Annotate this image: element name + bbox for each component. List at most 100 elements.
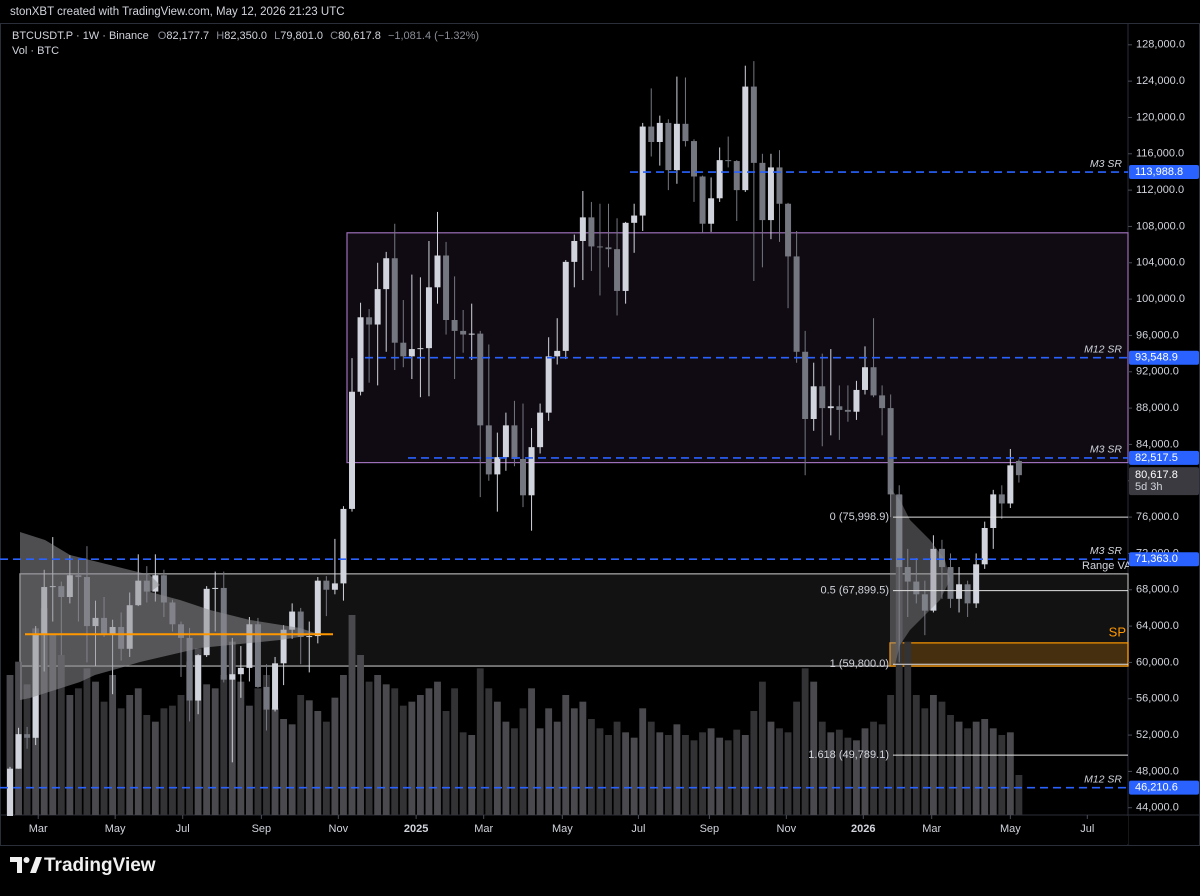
level-name: M3 SR (1090, 158, 1123, 170)
volume-bar (340, 675, 347, 815)
candle-body (964, 584, 971, 604)
candle-body (451, 320, 458, 331)
credit: stonXBT created with TradingView.com, Ma… (10, 6, 345, 18)
candle-body (297, 611, 304, 637)
fib-label: 0.5 (67,899.5) (821, 585, 890, 597)
volume-bar (408, 701, 416, 815)
volume-bar (451, 688, 459, 815)
candle-body (870, 367, 877, 396)
candle-body (614, 249, 621, 291)
volume-bar (297, 695, 305, 815)
candle-body (545, 356, 552, 413)
candle-body (682, 123, 689, 142)
candle-body (930, 548, 937, 611)
candle-body (160, 575, 167, 603)
volume-bar (553, 721, 561, 815)
candle-body (827, 406, 834, 409)
x-tick-label: Jul (1080, 823, 1094, 835)
brand: TradingView (44, 855, 156, 876)
volume-bar (733, 729, 741, 815)
candle-body (408, 349, 415, 357)
candle-body (990, 494, 997, 528)
volume-bar (776, 728, 783, 815)
volume-bar (92, 681, 99, 815)
volume-bar (758, 681, 766, 815)
open-label: O (158, 30, 167, 42)
price-tag (1129, 552, 1199, 567)
last-price-label: 80,617.8 (1135, 469, 1178, 481)
y-tick-label: 124,000.0 (1136, 75, 1185, 87)
volume-bar (399, 705, 407, 815)
y-tick-label: 100,000.0 (1136, 293, 1185, 305)
candle-body (896, 494, 903, 568)
fib-label: 0 (75,998.9) (830, 511, 889, 523)
candle-body (725, 160, 732, 162)
candle-body (366, 317, 373, 325)
candle-body (502, 425, 509, 458)
candle-body (750, 86, 757, 163)
change: −1,081.4 (−1.32%) (388, 30, 479, 42)
candle-body (254, 624, 261, 687)
candle-body (622, 222, 629, 291)
logo: TradingView (10, 855, 156, 876)
volume-bar (870, 721, 877, 815)
volume-bar (827, 732, 835, 815)
candle-body (460, 330, 467, 335)
time-axis (1, 816, 1128, 844)
candle-body (648, 126, 655, 142)
volume-bar (921, 708, 929, 815)
candle-body (810, 386, 817, 419)
volume-bar (716, 737, 724, 815)
volume-bar (741, 735, 749, 815)
volume-bar (100, 701, 108, 815)
y-tick-label: 88,000.0 (1136, 402, 1179, 414)
high-value: 82,350.0 (224, 30, 267, 42)
candle-body (998, 494, 1005, 504)
volume-bar (587, 719, 595, 815)
volume-bar (528, 688, 535, 815)
y-tick-label: 84,000.0 (1136, 438, 1179, 450)
x-tick-label: Sep (700, 823, 720, 835)
y-tick-label: 112,000.0 (1136, 184, 1184, 196)
candle-body (537, 412, 544, 448)
volume-bar (109, 675, 117, 815)
volume-bar (245, 705, 253, 815)
volume-bar (374, 675, 382, 815)
volume-bar (801, 668, 809, 815)
volume-bar (1006, 732, 1014, 815)
x-tick-label: 2026 (851, 823, 875, 835)
candle-body (306, 636, 313, 638)
volume-bar (237, 681, 245, 815)
volume-bar (947, 715, 954, 815)
candle-body (229, 674, 236, 680)
volume-bar (177, 695, 185, 815)
volume-bar (938, 701, 946, 815)
volume-bar (639, 708, 647, 815)
candle-body (443, 255, 450, 320)
zone-label: Range VA (1082, 560, 1132, 572)
volume-bar (442, 711, 450, 815)
overlay: Range VA SP 0 (75,998.9) 0.5 (67,899.5) 1 (5… (0, 24, 1199, 844)
candle-body (656, 122, 663, 142)
close-label: C (330, 30, 338, 42)
candle-body (708, 198, 715, 224)
volume-bar (263, 675, 270, 815)
volume-profile-left (20, 532, 318, 700)
candle-body (887, 408, 894, 495)
volume-bar (288, 724, 296, 815)
volume-bar (485, 688, 493, 815)
volume-bar (211, 688, 219, 815)
volume-bar (784, 732, 792, 815)
zone (346, 232, 1129, 464)
volume-bar (169, 705, 176, 815)
candle-body (844, 409, 851, 412)
candle-body (562, 261, 569, 351)
volume-bar (160, 708, 168, 815)
volume-bar (434, 681, 441, 815)
y-tick-label: 68,000.0 (1136, 584, 1179, 596)
candle-body (323, 580, 330, 590)
candle-body (665, 122, 672, 171)
candle-body (1007, 465, 1014, 504)
y-tick-label: 128,000.0 (1136, 39, 1185, 51)
